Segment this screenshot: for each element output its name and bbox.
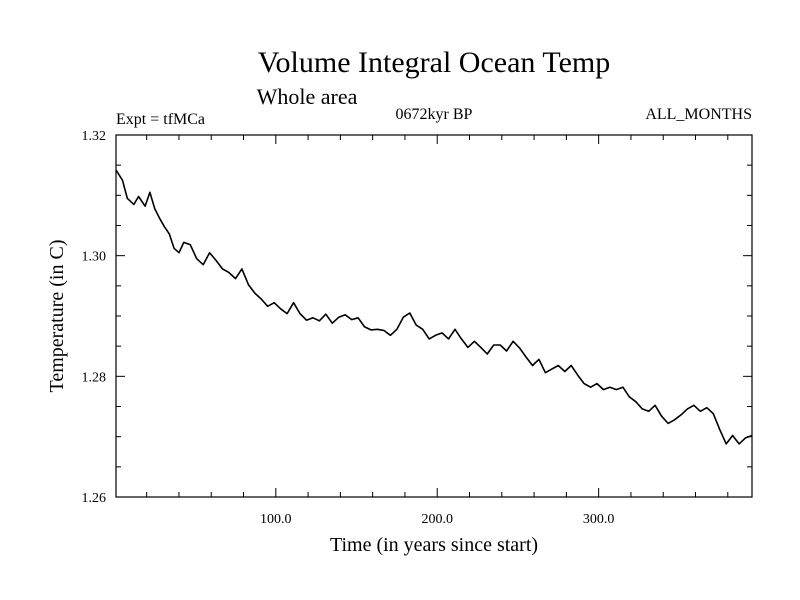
plot-frame (115, 134, 753, 498)
y-axis-label: Temperature (in C) (46, 240, 68, 393)
x-tick-label: 200.0 (421, 512, 453, 527)
axis-ticks (116, 134, 752, 498)
y-tick-label: 1.32 (82, 129, 107, 144)
x-tick-label: 300.0 (583, 512, 615, 527)
experiment-label: Expt = tfMCa (116, 111, 205, 128)
chart-subtitle: Whole area (257, 84, 358, 109)
y-tick-label: 1.28 (82, 370, 107, 385)
period-label: 0672kyr BP (396, 106, 473, 123)
y-tick-label: 1.26 (82, 491, 107, 506)
months-label: ALL_MONTHS (645, 106, 752, 123)
x-axis-label: Time (in years since start) (330, 534, 538, 556)
y-tick-label: 1.30 (82, 250, 107, 265)
x-tick-label: 100.0 (260, 512, 292, 527)
chart-title: Volume Integral Ocean Temp (258, 46, 611, 79)
series-line (115, 169, 753, 445)
x-tick-labels: 100.0 200.0 300.0 (260, 512, 614, 527)
y-tick-labels: 1.26 1.28 1.30 1.32 (82, 129, 107, 506)
